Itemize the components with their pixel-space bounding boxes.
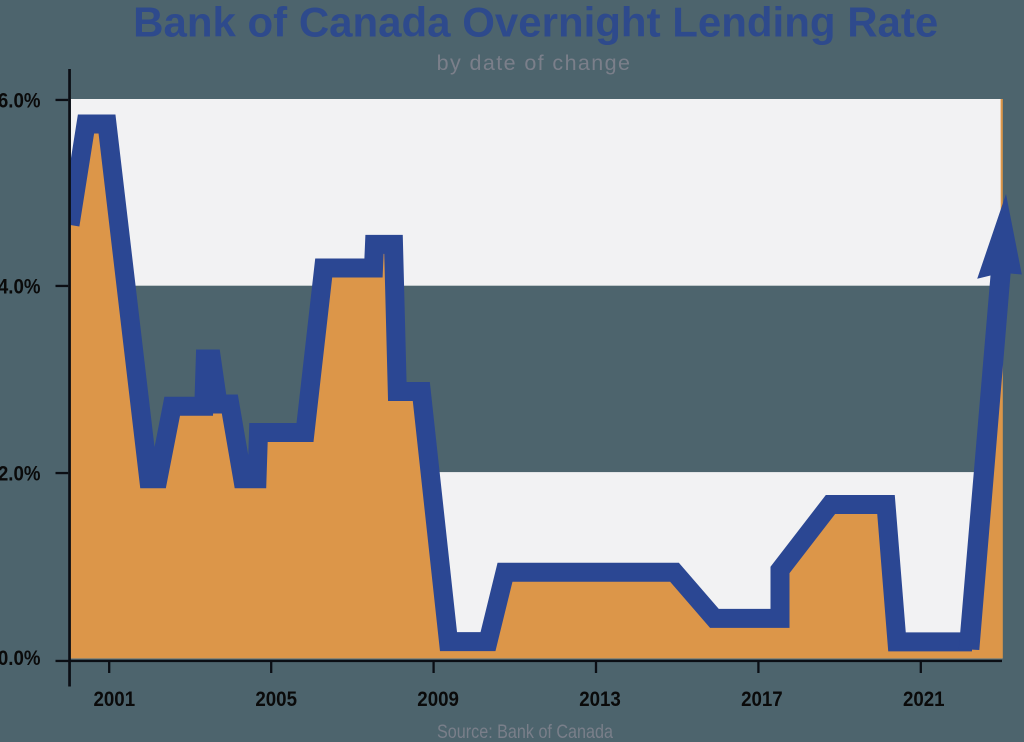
svg-text:2005: 2005 — [255, 688, 297, 711]
svg-text:6.0%: 6.0% — [0, 89, 41, 112]
svg-text:2001: 2001 — [94, 688, 136, 711]
svg-text:2021: 2021 — [903, 688, 945, 711]
svg-text:Source: Bank of Canada: Source: Bank of Canada — [437, 721, 613, 742]
svg-text:2009: 2009 — [417, 688, 459, 711]
svg-text:2.0%: 2.0% — [0, 462, 41, 485]
svg-text:Bank of Canada Overnight Lendi: Bank of Canada Overnight Lending Rate — [133, 0, 938, 46]
svg-text:by date of change: by date of change — [437, 51, 632, 75]
svg-text:4.0%: 4.0% — [0, 275, 41, 298]
svg-text:2017: 2017 — [741, 688, 783, 711]
svg-text:2013: 2013 — [579, 688, 621, 711]
svg-text:0.0%: 0.0% — [0, 647, 41, 670]
